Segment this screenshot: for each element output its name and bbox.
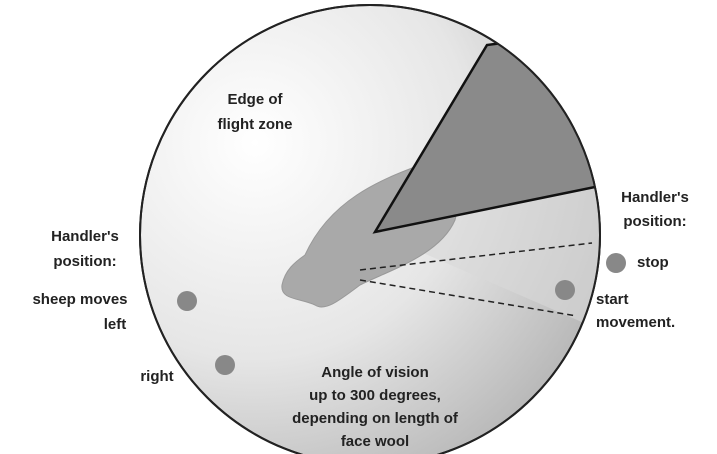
label: left <box>104 316 127 333</box>
label: position: <box>53 253 116 270</box>
label: Angle of vision <box>321 364 429 381</box>
label: sheep moves <box>32 291 127 308</box>
label: face wool <box>341 433 409 450</box>
label: Edge of <box>228 91 284 108</box>
handler-dot <box>215 355 235 375</box>
label: start <box>596 291 629 308</box>
vision-line <box>359 279 578 317</box>
label: flight zone <box>218 116 293 133</box>
handler-dot <box>177 291 197 311</box>
label: Handler's <box>51 228 119 245</box>
label: up to 300 degrees, <box>309 387 441 404</box>
label: position: <box>623 213 686 230</box>
label: movement. <box>596 314 675 331</box>
flight-zone-edge <box>139 4 601 454</box>
handler-dot <box>606 253 626 273</box>
handler-dot <box>555 280 575 300</box>
label: stop <box>637 254 669 271</box>
label: depending on length of <box>292 410 459 427</box>
label: Handler's <box>621 189 689 206</box>
vision-line <box>359 242 593 271</box>
label: right <box>140 368 173 385</box>
